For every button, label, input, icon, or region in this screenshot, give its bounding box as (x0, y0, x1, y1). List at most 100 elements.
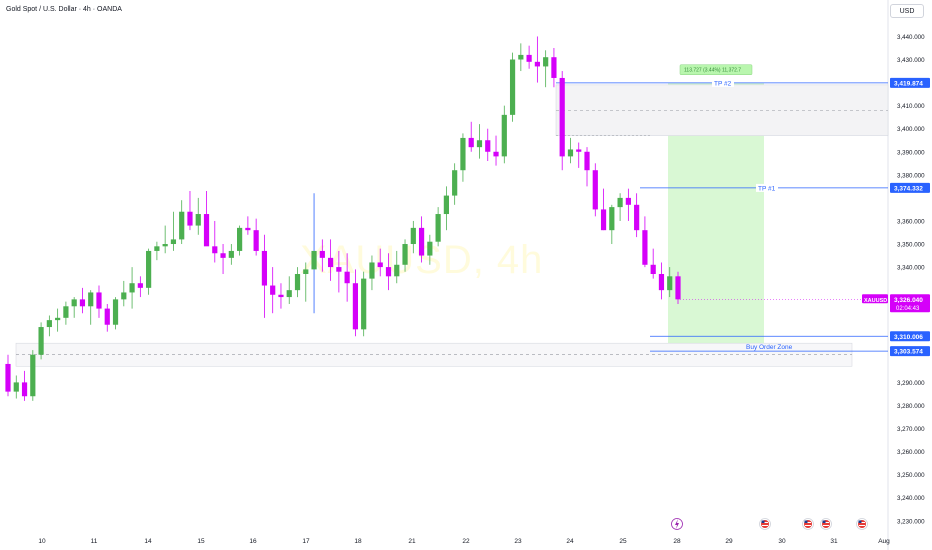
flag-stripe (762, 522, 768, 523)
candle-body (112, 299, 119, 325)
candle-body (526, 54, 532, 62)
candle-body (278, 294, 284, 298)
candle-body (344, 271, 350, 284)
x-tick-label: 10 (38, 538, 46, 545)
candle-body (418, 227, 425, 256)
candle-body (71, 299, 77, 307)
candle-body (46, 320, 52, 328)
y-tick-label: 3,350.000 (897, 242, 925, 249)
target-stats-label: 113.727 (3.44%) 11,372.7 (684, 68, 741, 74)
flag-canton (804, 520, 808, 523)
candle-body (212, 246, 218, 254)
x-tick-label: 15 (197, 538, 205, 545)
current-price-tag (890, 294, 930, 313)
candle-body (162, 244, 168, 247)
y-tick-label: 3,250.000 (897, 472, 925, 479)
candle-body (675, 276, 681, 300)
candle-body (336, 267, 342, 272)
candle-body (361, 278, 367, 330)
x-tick-label: 25 (619, 538, 627, 545)
level-name-label: TP #2 (714, 80, 732, 87)
candle-body (369, 262, 375, 279)
candle-body (96, 292, 102, 309)
candle-body (443, 195, 449, 215)
flag-stripe (805, 525, 811, 526)
candle-body (493, 151, 499, 157)
candle-body (170, 239, 177, 245)
candle-body (261, 250, 268, 286)
level-name-label: TP #1 (758, 185, 776, 192)
countdown-label: 02:04:43 (896, 306, 920, 312)
candle-body (509, 59, 516, 115)
candle-body (38, 327, 44, 355)
us-flag-event-icon (759, 518, 771, 530)
candle-body (154, 246, 160, 251)
x-tick-label: 18 (354, 538, 362, 545)
candle-body (237, 227, 243, 251)
flag-canton (761, 520, 765, 523)
candle-body (286, 290, 292, 298)
candle-body (220, 253, 226, 258)
symbol-tag-label: XAUUSD (864, 298, 887, 304)
candle-body (485, 140, 491, 152)
x-tick-label: 24 (566, 538, 574, 545)
y-tick-label: 3,280.000 (897, 403, 925, 410)
flag-stripe (859, 522, 865, 523)
candle-body (534, 61, 540, 67)
x-tick-label: 21 (408, 538, 416, 545)
level-name-bg (756, 183, 778, 192)
flag-stripe (859, 525, 865, 526)
candle-body (617, 197, 623, 208)
candle-body (319, 250, 325, 258)
y-tick-label: 3,340.000 (897, 265, 925, 272)
level-price-tag (890, 331, 930, 342)
candle-body (146, 250, 152, 288)
candle-body (543, 57, 549, 67)
x-tick-label: 17 (302, 538, 310, 545)
candle-body (203, 214, 210, 247)
buy-order-zone-label: Buy Order Zone (746, 344, 793, 351)
candle-body (137, 283, 143, 288)
y-tick-label: 3,400.000 (897, 126, 925, 133)
candle-body (551, 57, 557, 78)
candle-body (294, 274, 301, 291)
flag-stripe (823, 522, 829, 523)
candle-body (245, 227, 251, 231)
candle-body (625, 197, 631, 205)
candle-body (634, 204, 640, 231)
x-tick-label: 16 (249, 538, 257, 545)
candle-body (303, 269, 309, 274)
x-tick-label: 29 (725, 538, 733, 545)
candle-body (468, 137, 474, 148)
currency-button[interactable]: USD (890, 4, 924, 18)
candle-body (79, 299, 86, 307)
flag-canton (822, 520, 826, 523)
symbol-tag (862, 294, 888, 304)
candle-body (452, 170, 458, 196)
candle-body (352, 283, 359, 330)
candle-body (394, 264, 400, 277)
level-price-label: 3,419.874 (894, 80, 923, 87)
flag-stripe (805, 522, 811, 523)
candle-body (55, 317, 61, 321)
candle-body (21, 382, 28, 397)
candle-body (195, 214, 201, 226)
candle-body (13, 382, 19, 392)
candle-body (311, 250, 317, 270)
candle-body (427, 241, 433, 256)
candle-body (327, 257, 334, 268)
us-flag-event-icon (802, 518, 814, 530)
candle-body (179, 211, 185, 240)
level-price-tag (890, 182, 930, 193)
candle-body (5, 363, 11, 392)
candle-body (187, 211, 193, 226)
candle-body (63, 306, 69, 318)
x-tick-label: 28 (673, 538, 681, 545)
candle-body (30, 354, 36, 397)
flag-canton (858, 520, 862, 523)
candle-body (121, 292, 127, 300)
y-tick-label: 3,260.000 (897, 449, 925, 456)
level-price-tag (890, 346, 930, 357)
candle-body (129, 283, 135, 293)
